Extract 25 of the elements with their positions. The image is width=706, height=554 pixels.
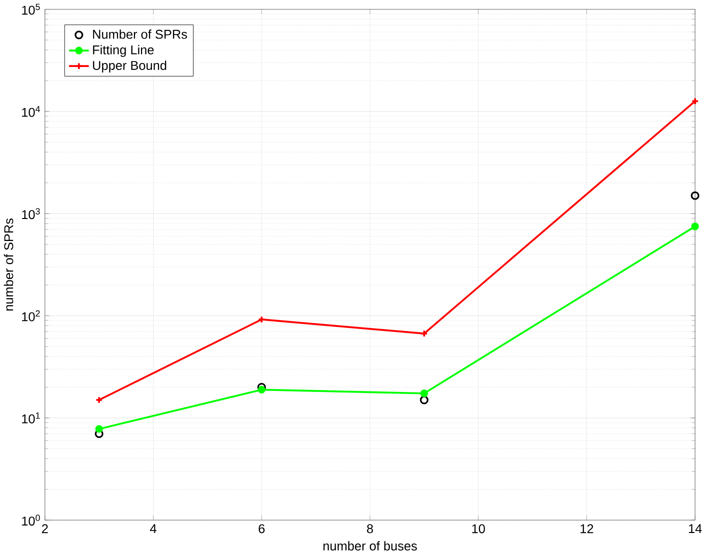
point: [420, 396, 428, 404]
x-axis-title: number of buses: [323, 540, 417, 550]
x-tick-label: 2: [42, 524, 48, 533]
point: [420, 389, 428, 398]
x-tick-label: 10: [472, 524, 485, 534]
x-tick-label: 4: [150, 524, 156, 533]
legend-label: Number of SPRs: [93, 29, 187, 39]
x-tick-label: 12: [580, 524, 594, 533]
y-tick-label: 10$^{3}$: [22, 208, 40, 219]
point: [258, 386, 266, 394]
y-tick-label: 10$^{2}$: [22, 310, 40, 322]
x-tick-label: 14: [688, 524, 702, 533]
y-tick-label: 10$^{4}$: [22, 106, 40, 117]
x-tick-label: 6: [258, 524, 265, 534]
point: [690, 191, 700, 200]
legend-label: Upper Bound: [93, 60, 166, 72]
y-tick-label: 10$^{1}$: [22, 412, 40, 424]
point: [95, 424, 103, 433]
x-tick-label: 8: [367, 524, 373, 534]
legend-label: Fitting Line: [93, 44, 154, 57]
point: [420, 330, 428, 338]
y-tick-label: 10$^{5}$: [22, 4, 40, 15]
point: [691, 222, 699, 230]
y-axis-title: number of SPRs: [4, 218, 14, 310]
y-tick-label: 10$^{0}$: [22, 514, 40, 526]
